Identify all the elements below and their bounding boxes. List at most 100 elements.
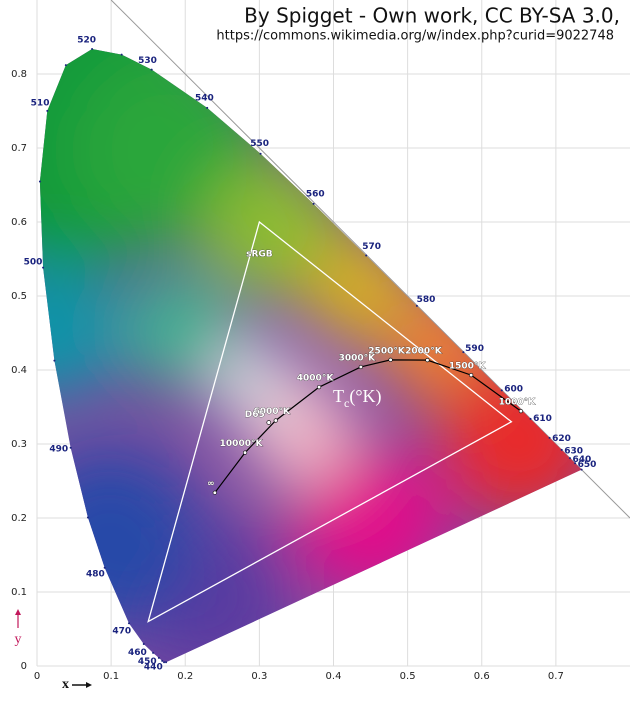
planckian-point (316, 385, 322, 390)
wavelength-label: 470 (112, 627, 131, 637)
white-point (266, 420, 272, 425)
gamut-label: sRGB (246, 250, 273, 260)
wavelength-label: 570 (362, 242, 381, 252)
wavelength-label: 450 (138, 657, 157, 667)
locus-point (259, 152, 262, 155)
locus-point (157, 656, 160, 659)
y-arrow-head (15, 609, 21, 615)
planckian-point (273, 418, 278, 423)
temperature-label: 6000°K (253, 407, 291, 417)
wavelength-label: 520 (77, 36, 96, 46)
temperature-axis-label: Tc(°K) (333, 386, 382, 410)
temperature-label-symbol: T (333, 386, 344, 406)
wavelength-label: 530 (138, 56, 157, 66)
wavelength-label: 590 (465, 344, 484, 354)
locus-point (580, 468, 583, 471)
wavelength-label: 550 (250, 139, 269, 149)
locus-point (500, 389, 503, 392)
locus-point (312, 202, 315, 205)
gamut-triangle (147, 220, 513, 623)
x-tick-label: 0 (34, 671, 40, 682)
y-tick-label: 0 (21, 661, 27, 672)
planckian-point (518, 409, 523, 414)
locus-point (91, 47, 94, 50)
wavelength-label: 580 (417, 295, 436, 305)
locus-point (415, 304, 418, 307)
y-tick-label: 0.5 (11, 291, 27, 302)
white-point-label: D65 (245, 410, 265, 420)
x-tick-label: 0.5 (400, 671, 416, 682)
locus-point (163, 661, 166, 664)
wavelength-label: 500 (24, 258, 43, 268)
temperature-label: 10000°K (220, 439, 264, 449)
locus-point (38, 180, 41, 183)
temperature-label: 2500°K (368, 346, 406, 356)
locus-point (53, 359, 56, 362)
locus-point (161, 659, 164, 662)
locus-point (69, 446, 72, 449)
locus-point (103, 566, 106, 569)
locus-point (165, 661, 168, 664)
y-tick-label: 0.3 (11, 439, 27, 450)
temperature-label: 2000°K (405, 347, 443, 357)
chart-title: By Spigget - Own work, CC BY-SA 3.0, (244, 4, 620, 28)
locus-point (365, 254, 368, 257)
locus-point (42, 266, 45, 269)
wavelength-label: 610 (533, 414, 552, 424)
locus-point (150, 68, 153, 71)
temperature-label-subscript: c (344, 396, 349, 410)
color-blob (120, 270, 240, 390)
wavelength-label: 620 (552, 434, 571, 444)
temperature-label: 1500°K (449, 362, 487, 372)
y-tick-label: 0.4 (11, 365, 27, 376)
x-tick-label: 0.7 (548, 671, 564, 682)
wavelength-label: 640 (572, 455, 591, 465)
wavelength-label: 630 (564, 446, 583, 456)
temperature-label: 1000°K (499, 398, 537, 408)
locus-point (142, 643, 145, 646)
wavelength-label: 600 (504, 384, 523, 394)
temperature-label: 4000°K (297, 374, 335, 384)
locus-point (574, 462, 577, 465)
y-tick-label: 0.8 (11, 69, 27, 80)
locus-point (462, 351, 465, 354)
planckian-point (425, 358, 430, 363)
planckian-point (388, 357, 393, 362)
y-tick-label: 0.2 (11, 513, 27, 524)
x-tick-label: 0.2 (177, 671, 193, 682)
locus-point (120, 53, 123, 56)
planckian-point (358, 364, 363, 370)
wavelength-label: 650 (578, 460, 597, 470)
x-arrow-head (86, 682, 92, 688)
planckian-point (212, 490, 217, 495)
wavelength-label: 490 (49, 444, 68, 454)
locus-point (86, 516, 89, 519)
x-tick-label: 0.3 (251, 671, 267, 682)
locus-point (127, 622, 130, 625)
color-blob (210, 340, 290, 420)
boundary-line (110, 0, 630, 519)
planckian-point (469, 373, 474, 378)
y-tick-label: 0.1 (11, 587, 27, 598)
wavelength-label: 540 (195, 94, 214, 104)
x-tick-label: 0.1 (103, 671, 119, 682)
planckian-point (242, 450, 248, 455)
wavelength-label: 560 (306, 189, 325, 199)
wavelength-label: 480 (86, 570, 105, 580)
locus-point (548, 436, 551, 439)
locus-point (152, 651, 155, 654)
y-tick-label: 0.6 (11, 217, 27, 228)
x-tick-label: 0.4 (326, 671, 342, 682)
temperature-label: ∞ (207, 479, 215, 489)
wavelength-label: 460 (128, 648, 147, 658)
locus-point (46, 109, 49, 112)
y-axis-label: y (15, 632, 22, 647)
color-blob (39, 450, 200, 630)
locus-point (529, 417, 532, 420)
x-tick-label: 0.6 (474, 671, 490, 682)
locus-point (64, 64, 67, 67)
temperature-label-unit: (°K) (349, 386, 381, 407)
wavelength-label: 440 (144, 662, 163, 672)
